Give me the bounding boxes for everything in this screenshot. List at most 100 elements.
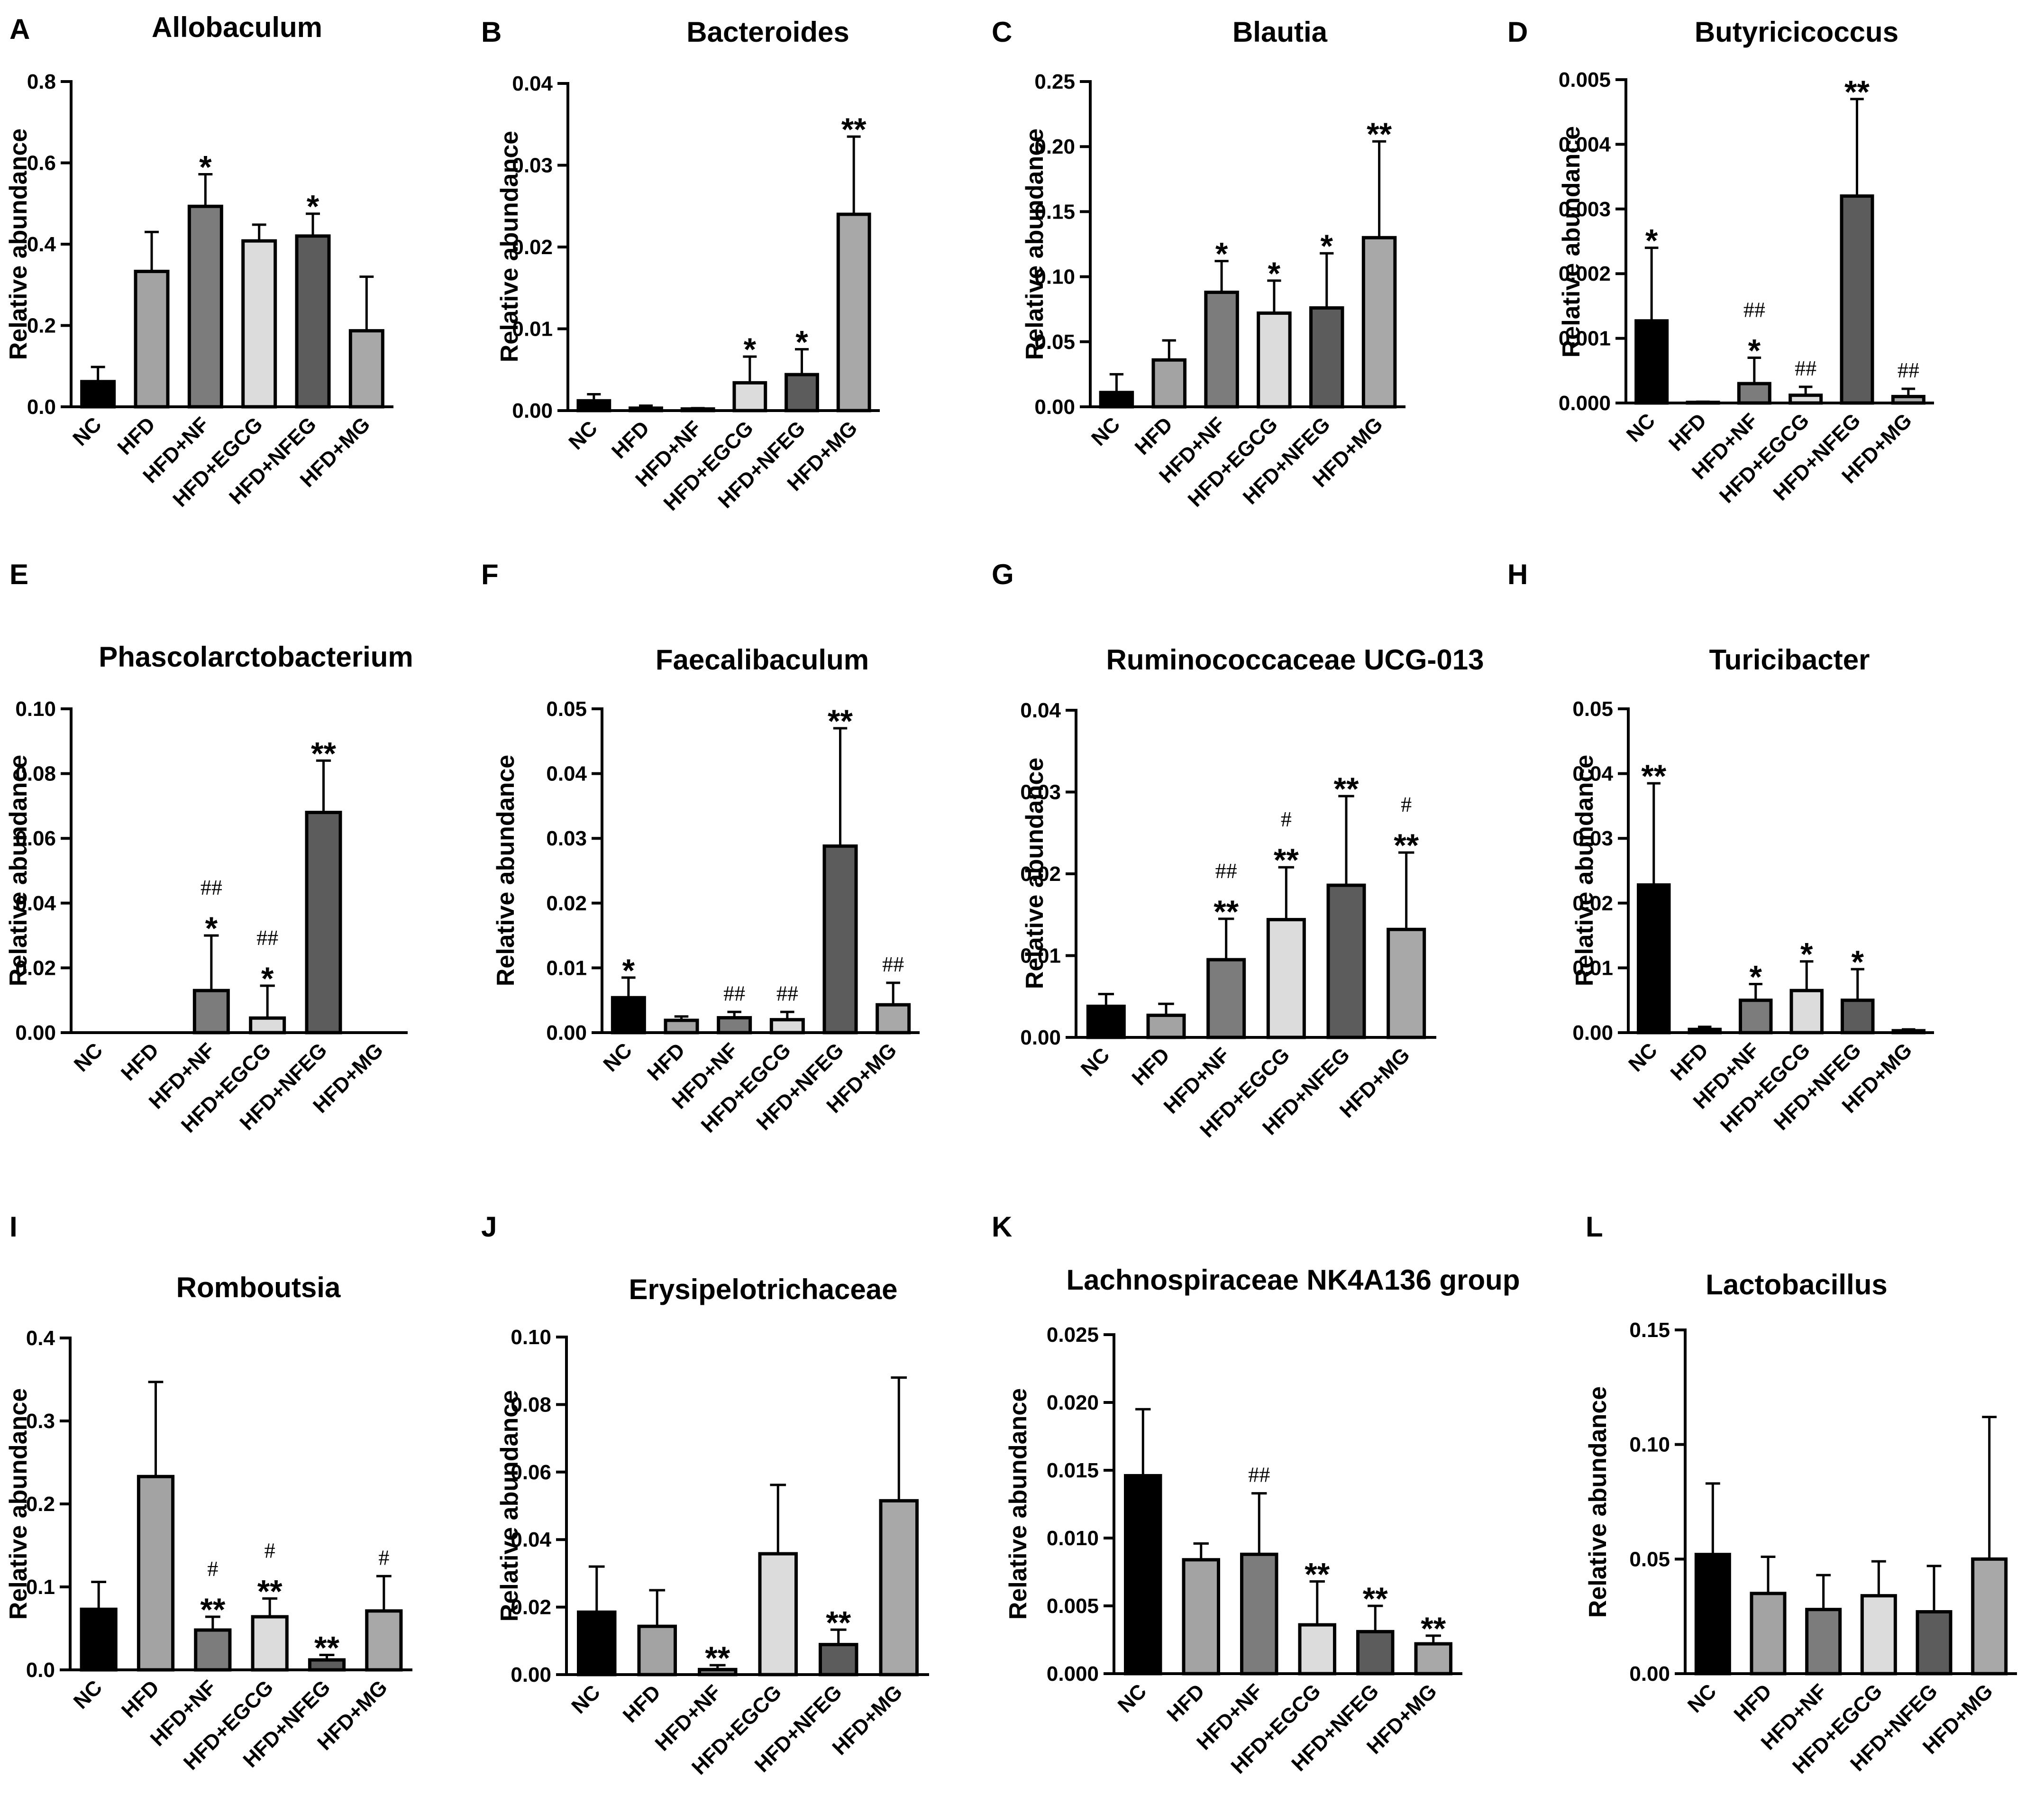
- panel-i-ytick-label: 0.4: [26, 1327, 55, 1350]
- panel-c-bar-hfd-nfeg: [1309, 306, 1344, 409]
- panel-i-star-annotation: **: [314, 1630, 339, 1666]
- panel-h-bar-hfd-nf: [1739, 999, 1773, 1035]
- panel-e-y-axis-label: Relative abundance: [5, 755, 32, 986]
- panel-i-ytick-label: 0.1: [26, 1576, 55, 1599]
- panel-c-bar-hfd-mg: [1361, 236, 1397, 409]
- panel-k-ytick-label: 0.025: [1047, 1323, 1099, 1347]
- panel-g-hash-annotation: #: [1401, 792, 1412, 816]
- panel-f-ytick-label: 0.05: [546, 697, 587, 721]
- panel-b-ytick-label: 0.04: [512, 72, 553, 95]
- panel-i-bar-nc: [80, 1607, 118, 1672]
- panel-f-category-label: NC: [599, 1038, 637, 1076]
- panel-h-category-label: NC: [1624, 1038, 1662, 1076]
- panel-k-letter: K: [992, 1211, 1012, 1243]
- panel-c-ytick-label: 0.00: [1034, 395, 1075, 419]
- panel-d-ytick-label: 0.004: [1559, 133, 1611, 156]
- panel-j-ytick-label: 0.06: [511, 1461, 551, 1484]
- panel-j-bar-hfd: [637, 1624, 677, 1677]
- panel-d-star-annotation: **: [1844, 74, 1870, 110]
- panel-a-bar-nc: [80, 380, 116, 409]
- panel-f-ytick-label: 0.00: [546, 1021, 587, 1044]
- panel-d-ytick-label: 0.005: [1559, 68, 1611, 92]
- panel-i-star-annotation: **: [200, 1592, 225, 1628]
- panel-k-ytick-label: 0.020: [1047, 1391, 1099, 1414]
- panel-e-ytick-label: 0.06: [15, 827, 56, 850]
- panel-d-bar-hfd-nf: [1737, 382, 1771, 405]
- panel-i-letter: I: [9, 1211, 18, 1243]
- panel-g-ytick-label: 0.03: [1020, 781, 1061, 804]
- panel-b-bar-nc: [576, 399, 611, 412]
- panel-k-bar-hfd-nf: [1240, 1552, 1278, 1676]
- panel-i-hash-annotation: #: [265, 1539, 275, 1563]
- panel-c-category-label: NC: [1087, 412, 1125, 450]
- panel-c-category-label: HFD: [1131, 412, 1177, 459]
- panel-f-y-axis-label: Relative abundance: [492, 755, 520, 986]
- panel-c-ytick-label: 0.05: [1034, 330, 1075, 354]
- panel-h-category-label: HFD: [1666, 1038, 1713, 1085]
- panel-b-ytick-label: 0.03: [512, 154, 553, 177]
- panel-e-category-label: HFD: [117, 1038, 164, 1085]
- panel-k-ytick-label: 0.000: [1047, 1662, 1099, 1686]
- panel-c-y-axis-label: Relative abundance: [1021, 128, 1049, 360]
- panel-j-ytick-label: 0.02: [511, 1596, 551, 1619]
- panel-b-title: Bacteroides: [686, 16, 849, 48]
- panel-a-category-label: NC: [68, 412, 106, 450]
- panel-l-bar-hfd-nfeg: [1916, 1610, 1953, 1676]
- panel-a-ytick-label: 0.4: [27, 233, 56, 256]
- panel-j-title: Erysipelotrichaceae: [629, 1273, 898, 1305]
- panel-h-letter: H: [1507, 559, 1528, 590]
- panel-l-y-axis-label: Relative abundance: [1584, 1386, 1612, 1618]
- panel-c-bar-hfd-egcg: [1257, 311, 1292, 409]
- panel-i-bar-hfd: [137, 1475, 175, 1672]
- panel-i-category-label: HFD: [117, 1676, 164, 1722]
- panel-i-ytick-label: 0.0: [26, 1658, 55, 1682]
- panel-d-ytick-label: 0.002: [1559, 262, 1611, 285]
- panel-g-ytick-label: 0.04: [1020, 699, 1061, 722]
- panel-e-ytick-label: 0.00: [15, 1021, 56, 1044]
- panel-l-category-label: HFD: [1729, 1679, 1776, 1726]
- panel-h-ytick-label: 0.03: [1572, 827, 1613, 850]
- panel-g-star-annotation: **: [1274, 842, 1299, 878]
- panel-h-bar-hfd-nfeg: [1841, 999, 1875, 1035]
- panel-c-ytick-label: 0.15: [1034, 200, 1075, 223]
- panel-l-ytick-label: 0.05: [1629, 1548, 1670, 1571]
- panel-i-hash-annotation: #: [207, 1557, 218, 1581]
- panel-k-category-label: NC: [1113, 1679, 1151, 1717]
- panel-a-ytick-label: 0.0: [27, 395, 56, 419]
- panel-d-ytick-label: 0.003: [1559, 198, 1611, 221]
- panel-l-ytick-label: 0.15: [1629, 1319, 1670, 1342]
- panel-f-ytick-label: 0.03: [546, 827, 587, 850]
- panel-i-ytick-label: 0.2: [26, 1493, 55, 1516]
- panel-i-bar-hfd-mg: [365, 1609, 403, 1672]
- panel-l-title: Lactobacillus: [1706, 1269, 1887, 1301]
- panel-j-y-axis-label: Relative abundance: [496, 1390, 523, 1622]
- panel-h-bar-hfd-mg: [1891, 1029, 1925, 1035]
- panel-k-bar-nc: [1124, 1474, 1162, 1676]
- panel-d-bar-nc: [1634, 319, 1669, 405]
- panel-e-ytick-label: 0.04: [15, 892, 56, 915]
- panel-f-star-annotation: **: [828, 703, 853, 739]
- panel-c-bar-nc: [1099, 391, 1134, 409]
- panel-h-bar-hfd-egcg: [1789, 989, 1824, 1035]
- panel-l-letter: L: [1586, 1211, 1603, 1243]
- panel-i-y-axis-label: Relative abundance: [5, 1388, 32, 1620]
- panel-a-bar-hfd-egcg: [241, 239, 277, 409]
- panel-c-star-annotation: **: [1367, 116, 1392, 152]
- panel-g-star-annotation: **: [1394, 827, 1419, 863]
- panel-l-ytick-label: 0.00: [1629, 1662, 1670, 1686]
- panel-a-ytick-label: 0.2: [27, 314, 56, 338]
- panel-g-title: Ruminococcaceae UCG-013: [1106, 644, 1484, 676]
- panel-i-star-annotation: **: [257, 1574, 283, 1610]
- panel-g-ytick-label: 0.01: [1020, 944, 1061, 968]
- panel-f-hash-annotation: ##: [723, 981, 745, 1005]
- panel-i-bar-hfd-egcg: [251, 1615, 289, 1672]
- panel-g-y-axis-label: Relative abundance: [1021, 758, 1049, 989]
- panel-a-bar-hfd-nf: [187, 204, 223, 409]
- panel-g-hash-annotation: ##: [1215, 859, 1237, 883]
- panel-h-star-annotation: *: [1750, 959, 1762, 995]
- panel-j-category-label: HFD: [619, 1680, 666, 1727]
- panel-e-hash-annotation: ##: [201, 875, 222, 899]
- panel-i-title: Romboutsia: [176, 1272, 341, 1303]
- panel-h-bar-hfd: [1688, 1027, 1722, 1035]
